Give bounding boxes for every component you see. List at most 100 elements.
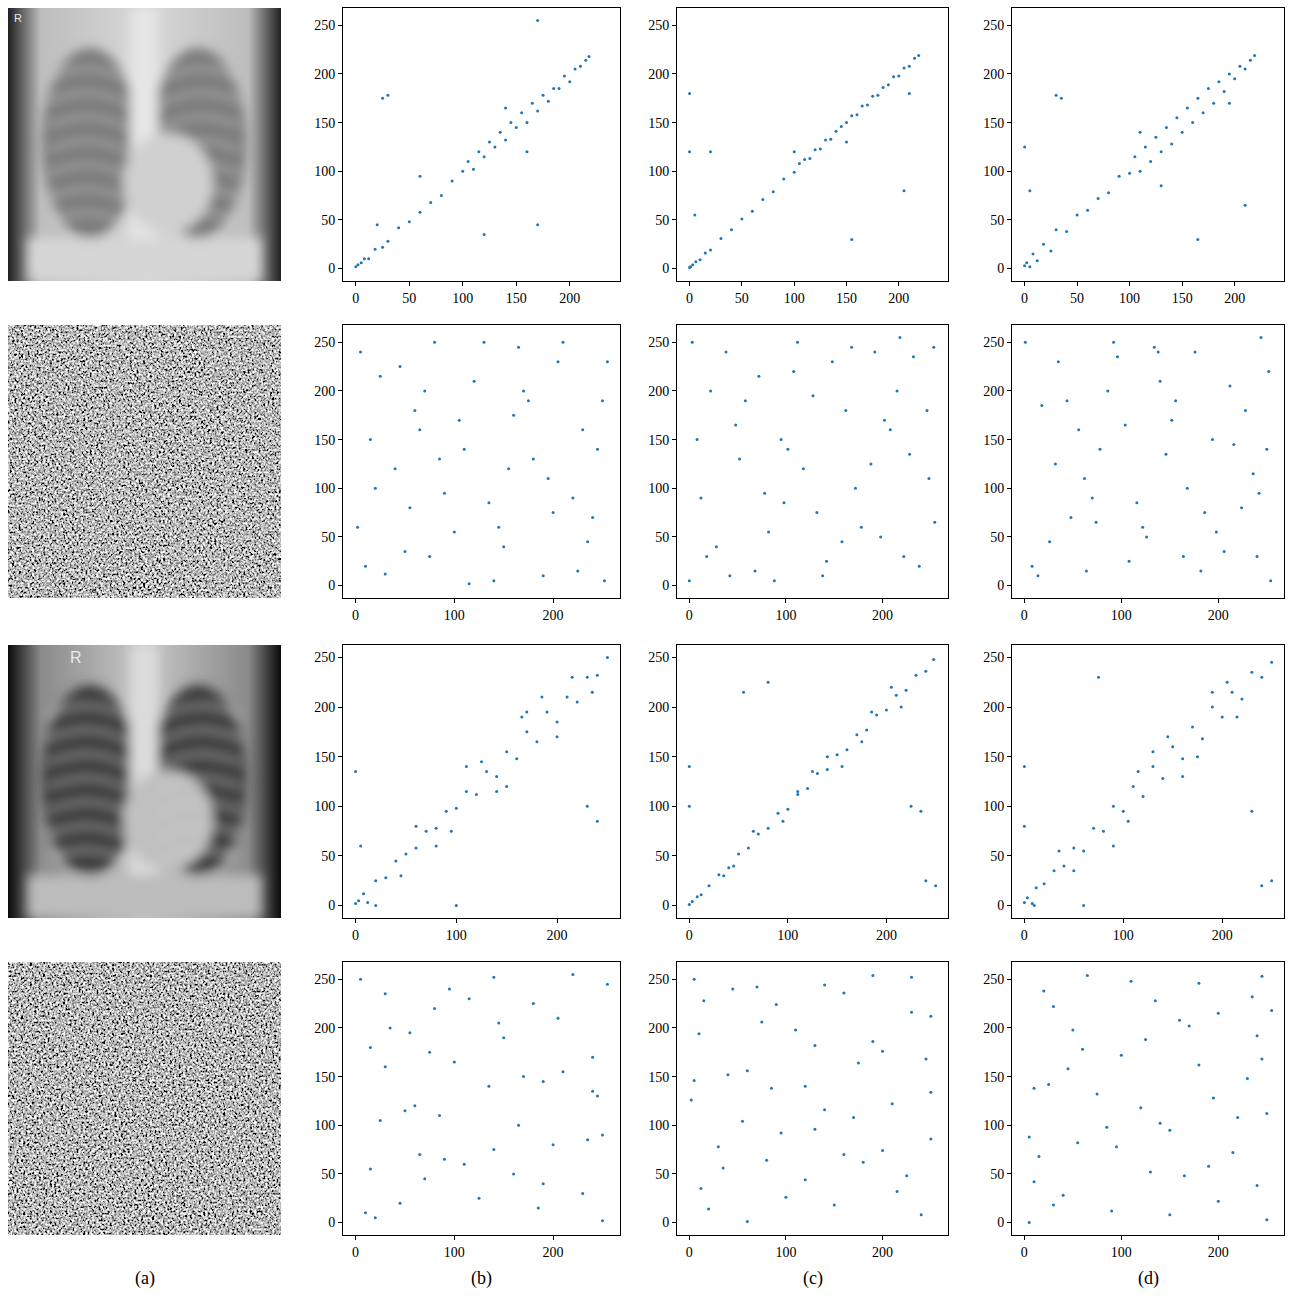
svg-text:250: 250 <box>314 18 335 33</box>
svg-text:150: 150 <box>836 291 857 306</box>
svg-text:0: 0 <box>328 578 335 593</box>
svg-text:50: 50 <box>655 530 669 545</box>
svg-text:0: 0 <box>352 291 359 306</box>
svg-text:200: 200 <box>983 1021 1004 1036</box>
svg-text:250: 250 <box>983 972 1004 987</box>
svg-text:0: 0 <box>328 261 335 276</box>
svg-text:100: 100 <box>983 481 1004 496</box>
svg-text:100: 100 <box>775 1245 796 1260</box>
svg-text:100: 100 <box>1111 1245 1132 1260</box>
svg-text:0: 0 <box>686 291 693 306</box>
svg-text:150: 150 <box>983 433 1004 448</box>
svg-text:150: 150 <box>314 433 335 448</box>
svg-text:0: 0 <box>686 928 693 943</box>
svg-text:150: 150 <box>983 116 1004 131</box>
svg-text:0: 0 <box>352 608 359 623</box>
svg-text:200: 200 <box>1224 291 1245 306</box>
svg-text:200: 200 <box>1208 608 1229 623</box>
svg-text:100: 100 <box>314 481 335 496</box>
svg-text:50: 50 <box>402 291 416 306</box>
svg-text:50: 50 <box>990 213 1004 228</box>
svg-text:200: 200 <box>314 384 335 399</box>
svg-text:0: 0 <box>997 261 1004 276</box>
svg-text:50: 50 <box>655 1167 669 1182</box>
svg-text:50: 50 <box>735 291 749 306</box>
svg-text:0: 0 <box>662 578 669 593</box>
svg-text:100: 100 <box>648 481 669 496</box>
svg-text:150: 150 <box>983 750 1004 765</box>
svg-text:200: 200 <box>872 608 893 623</box>
svg-text:100: 100 <box>1113 928 1134 943</box>
svg-text:0: 0 <box>328 1215 335 1230</box>
svg-text:(d): (d) <box>1138 1268 1159 1289</box>
svg-text:200: 200 <box>559 291 580 306</box>
svg-text:100: 100 <box>983 1118 1004 1133</box>
svg-text:200: 200 <box>872 1245 893 1260</box>
svg-text:100: 100 <box>648 1118 669 1133</box>
svg-text:100: 100 <box>314 799 335 814</box>
svg-text:50: 50 <box>321 530 335 545</box>
svg-text:200: 200 <box>983 384 1004 399</box>
svg-text:(a): (a) <box>135 1268 155 1289</box>
svg-text:200: 200 <box>648 384 669 399</box>
svg-text:150: 150 <box>506 291 527 306</box>
svg-text:0: 0 <box>1021 291 1028 306</box>
svg-text:50: 50 <box>990 1167 1004 1182</box>
svg-text:200: 200 <box>983 700 1004 715</box>
svg-text:50: 50 <box>321 1167 335 1182</box>
svg-text:R: R <box>70 649 82 666</box>
svg-text:100: 100 <box>648 799 669 814</box>
svg-text:0: 0 <box>1021 928 1028 943</box>
svg-text:250: 250 <box>983 18 1004 33</box>
svg-text:150: 150 <box>314 1070 335 1085</box>
svg-text:150: 150 <box>648 750 669 765</box>
svg-text:200: 200 <box>888 291 909 306</box>
svg-text:150: 150 <box>648 116 669 131</box>
svg-text:100: 100 <box>777 928 798 943</box>
svg-text:250: 250 <box>648 650 669 665</box>
svg-text:50: 50 <box>990 530 1004 545</box>
svg-text:0: 0 <box>662 898 669 913</box>
svg-text:0: 0 <box>997 1215 1004 1230</box>
svg-text:200: 200 <box>314 700 335 715</box>
svg-text:50: 50 <box>1070 291 1084 306</box>
svg-text:0: 0 <box>662 261 669 276</box>
svg-text:100: 100 <box>314 164 335 179</box>
svg-text:0: 0 <box>352 928 359 943</box>
svg-text:(c): (c) <box>803 1268 823 1289</box>
svg-text:100: 100 <box>444 1245 465 1260</box>
svg-text:100: 100 <box>444 608 465 623</box>
svg-text:0: 0 <box>686 608 693 623</box>
svg-text:50: 50 <box>655 849 669 864</box>
svg-text:100: 100 <box>983 799 1004 814</box>
svg-text:100: 100 <box>452 291 473 306</box>
svg-text:200: 200 <box>314 67 335 82</box>
svg-text:200: 200 <box>648 700 669 715</box>
svg-text:250: 250 <box>983 335 1004 350</box>
svg-text:100: 100 <box>775 608 796 623</box>
svg-text:0: 0 <box>997 578 1004 593</box>
svg-text:50: 50 <box>655 213 669 228</box>
svg-text:200: 200 <box>543 1245 564 1260</box>
svg-text:200: 200 <box>1208 1245 1229 1260</box>
svg-text:0: 0 <box>686 1245 693 1260</box>
svg-text:200: 200 <box>547 928 568 943</box>
svg-text:0: 0 <box>1021 1245 1028 1260</box>
svg-text:100: 100 <box>314 1118 335 1133</box>
svg-text:250: 250 <box>648 335 669 350</box>
svg-text:100: 100 <box>983 164 1004 179</box>
svg-text:150: 150 <box>314 116 335 131</box>
svg-text:50: 50 <box>990 849 1004 864</box>
svg-text:250: 250 <box>648 18 669 33</box>
svg-text:0: 0 <box>997 898 1004 913</box>
svg-text:200: 200 <box>1212 928 1233 943</box>
svg-text:200: 200 <box>543 608 564 623</box>
svg-text:200: 200 <box>648 67 669 82</box>
svg-text:0: 0 <box>662 1215 669 1230</box>
svg-text:0: 0 <box>1021 608 1028 623</box>
svg-text:200: 200 <box>876 928 897 943</box>
svg-text:100: 100 <box>1111 608 1132 623</box>
svg-text:(b): (b) <box>471 1268 492 1289</box>
svg-text:100: 100 <box>446 928 467 943</box>
svg-text:150: 150 <box>648 1070 669 1085</box>
